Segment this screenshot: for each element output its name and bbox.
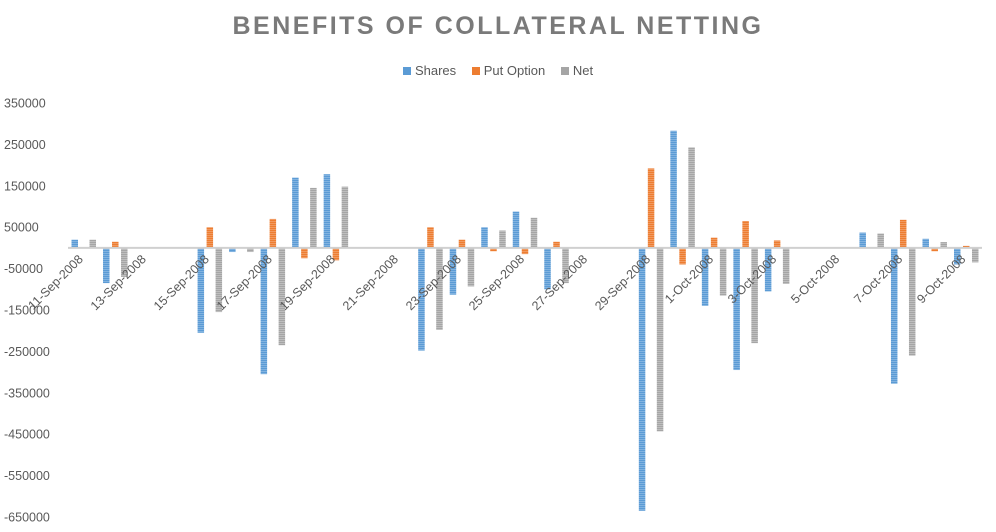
- bar-put-option: [427, 227, 434, 248]
- bar-shares: [544, 247, 551, 290]
- bar-shares: [859, 232, 866, 248]
- bar-shares: [103, 247, 110, 284]
- bar-net: [877, 233, 884, 248]
- bar-net: [89, 239, 97, 248]
- bar-shares: [733, 247, 740, 371]
- y-tick-label: -250000: [4, 345, 50, 359]
- bar-net: [499, 230, 506, 248]
- y-tick-label: -50000: [4, 262, 43, 276]
- bar-put-option: [899, 219, 907, 248]
- bar-shares: [953, 247, 961, 265]
- bar-net: [656, 247, 664, 432]
- bar-put-option: [553, 241, 560, 248]
- bar-put-option: [710, 237, 718, 248]
- legend-item-shares: Shares: [402, 63, 457, 78]
- bar-shares: [197, 247, 205, 333]
- legend-swatch-shares: [402, 67, 411, 75]
- bar-put-option: [962, 245, 970, 248]
- bar-put-option: [490, 247, 497, 252]
- y-tick-label: -550000: [4, 469, 50, 483]
- bar-net: [940, 242, 947, 248]
- bar-net: [530, 217, 538, 248]
- legend-label-net: Net: [572, 63, 594, 78]
- bar-net: [341, 186, 349, 248]
- bar-put-option: [773, 240, 781, 248]
- y-tick-label: 250000: [4, 138, 46, 152]
- bar-put-option: [206, 227, 214, 248]
- legend-label-shares: Shares: [414, 63, 457, 78]
- bar-shares: [638, 247, 646, 511]
- bar-shares: [922, 238, 929, 248]
- bar-put-option: [332, 247, 340, 261]
- x-tick-label: 13-Sep-2008: [88, 252, 149, 313]
- bar-put-option: [269, 218, 277, 248]
- chart-title: BENEFITS OF COLLATERAL NETTING: [232, 12, 764, 40]
- bar-net: [121, 247, 128, 277]
- y-tick-label: -150000: [4, 304, 50, 318]
- bar-shares: [292, 177, 299, 248]
- y-tick-label: -450000: [4, 428, 50, 442]
- x-tick-label: 9-Oct-2008: [914, 252, 968, 306]
- bar-net: [467, 247, 475, 287]
- bar-put-option: [679, 247, 686, 265]
- legend-swatch-put-option: [471, 67, 480, 75]
- bar-shares: [229, 247, 236, 253]
- bar-net: [278, 247, 286, 346]
- legend-item-put-option: Put Option: [471, 63, 546, 78]
- bar-put-option: [301, 247, 308, 259]
- bar-shares: [764, 247, 772, 292]
- bar-net: [971, 247, 979, 263]
- bar-shares: [71, 239, 79, 248]
- bar-net: [719, 247, 727, 296]
- bar-net: [562, 247, 569, 284]
- legend: Shares Put Option Net: [0, 63, 996, 78]
- y-axis: 350000 250000 150000 50000 -50000 -150000 -250…: [4, 97, 50, 525]
- bar-put-option: [647, 168, 655, 248]
- bar-put-option: [742, 220, 749, 248]
- y-tick-label: 50000: [4, 221, 39, 235]
- bar-shares: [418, 247, 425, 351]
- bars: [71, 130, 979, 511]
- y-tick-label: 350000: [4, 97, 46, 111]
- legend-label-put-option: Put Option: [483, 63, 546, 78]
- bar-net: [215, 247, 223, 313]
- bar-net: [908, 247, 916, 356]
- bar-shares: [449, 247, 457, 295]
- bar-put-option: [931, 247, 938, 252]
- bar-put-option: [521, 247, 529, 255]
- legend-swatch-net: [560, 67, 569, 75]
- bar-shares: [670, 130, 677, 248]
- bar-put-option: [458, 239, 466, 248]
- y-tick-label: -650000: [4, 511, 50, 525]
- x-tick-label: 5-Oct-2008: [788, 252, 842, 306]
- bar-net: [436, 247, 443, 330]
- x-tick-label: 21-Sep-2008: [340, 252, 401, 313]
- bar-net: [751, 247, 758, 344]
- bar-shares: [701, 247, 709, 306]
- bar-shares: [481, 227, 488, 248]
- bar-net: [310, 187, 317, 248]
- x-tick-label: 19-Sep-2008: [277, 252, 338, 313]
- bar-net: [782, 247, 790, 284]
- bar-net: [247, 247, 254, 253]
- x-axis: 11-Sep-2008 13-Sep-2008 15-Sep-2008 17-Sep-…: [26, 252, 969, 313]
- x-tick-label: 25-Sep-2008: [466, 252, 527, 313]
- bar-put-option: [112, 241, 119, 248]
- legend-item-net: Net: [560, 63, 594, 78]
- x-tick-label: 27-Sep-2008: [529, 252, 590, 313]
- bar-shares: [512, 211, 520, 248]
- bar-shares: [260, 247, 268, 375]
- bar-shares: [890, 247, 898, 384]
- bar-net: [688, 147, 695, 248]
- y-tick-label: 150000: [4, 179, 46, 193]
- y-tick-label: -350000: [4, 386, 50, 400]
- bar-shares: [323, 174, 331, 248]
